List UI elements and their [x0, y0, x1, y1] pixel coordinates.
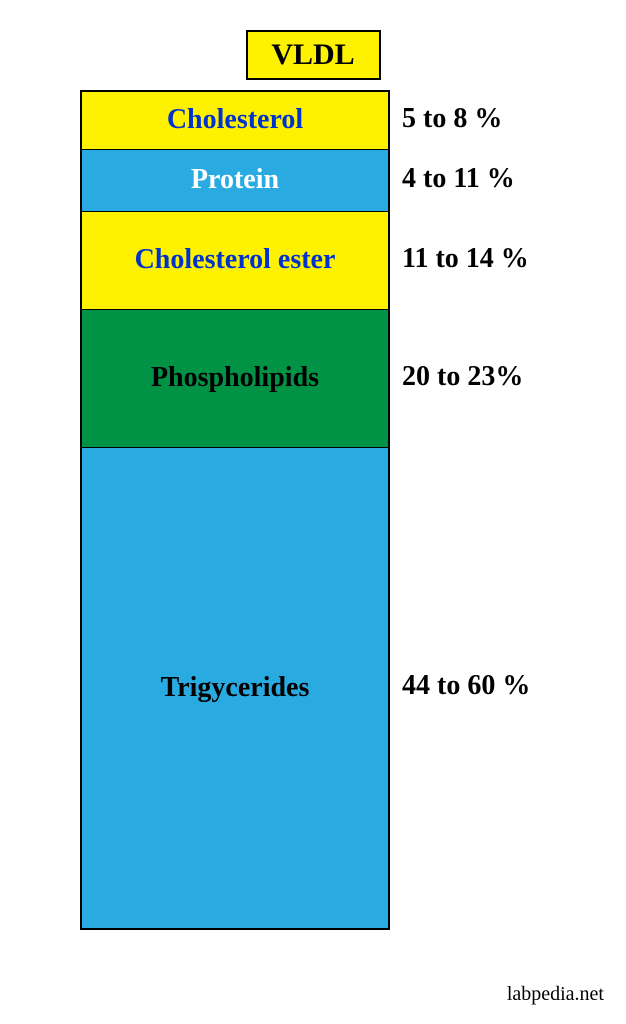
percent-cholesterol: 5 to 8 %	[402, 90, 606, 148]
attribution: labpedia.net	[507, 983, 604, 1006]
chart-wrapper: Cholesterol Protein Cholesterol ester Ph…	[20, 90, 606, 930]
percent-cholesterol-ester: 11 to 14 %	[402, 210, 606, 308]
segment-cholesterol-ester: Cholesterol ester	[82, 212, 388, 310]
percent-labels-column: 5 to 8 % 4 to 11 % 11 to 14 % 20 to 23% …	[390, 90, 606, 930]
percent-triglycerides: 44 to 60 %	[402, 446, 606, 926]
chart-title: VLDL	[246, 30, 381, 80]
chart-container: VLDL Cholesterol Protein Cholesterol est…	[0, 0, 626, 930]
segment-phospholipids: Phospholipids	[82, 310, 388, 448]
percent-phospholipids: 20 to 23%	[402, 308, 606, 446]
segment-cholesterol: Cholesterol	[82, 92, 388, 150]
segment-protein: Protein	[82, 150, 388, 212]
stacked-bar: Cholesterol Protein Cholesterol ester Ph…	[80, 90, 390, 930]
percent-protein: 4 to 11 %	[402, 148, 606, 210]
segment-triglycerides: Trigycerides	[82, 448, 388, 928]
